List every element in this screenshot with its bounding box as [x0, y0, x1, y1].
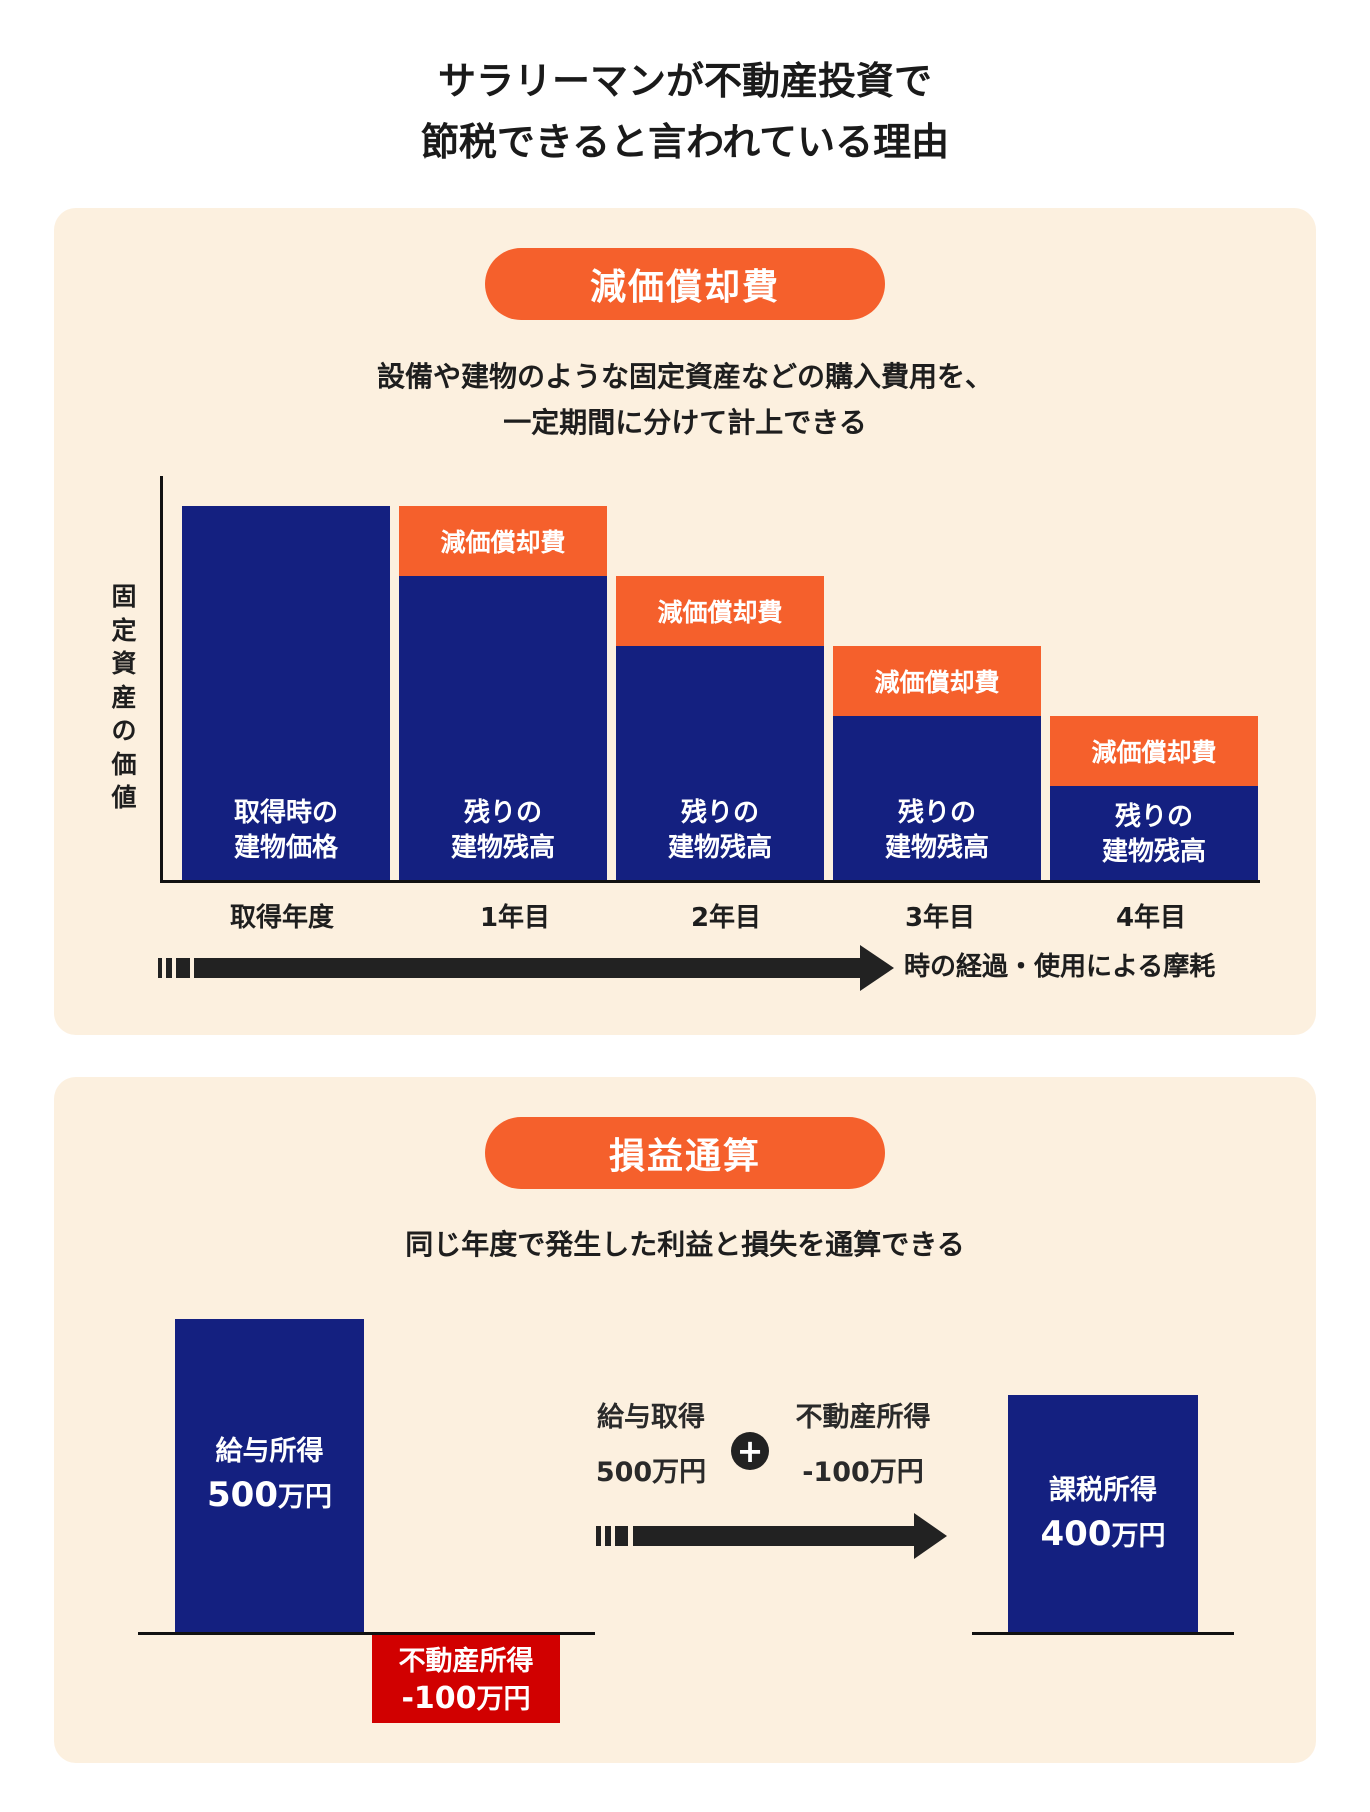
- bar-label-line2: 建物残高: [884, 833, 989, 863]
- taxable-income-label: 課税所得: [1049, 1475, 1157, 1506]
- real-estate-loss-amount: -100万円: [372, 1684, 560, 1714]
- y-axis-char: 定: [111, 615, 137, 645]
- bar-label-line1: 残りの: [463, 798, 542, 828]
- y-axis-char: 固: [111, 582, 137, 611]
- bar-label-line1: 残りの: [680, 798, 759, 828]
- y-axis-char: 価: [111, 749, 137, 779]
- formula-left-amount: 500万円: [595, 1457, 707, 1488]
- formula-left-label: 給与取得: [597, 1402, 705, 1433]
- depreciation-block-year4: 減価償却費: [1050, 716, 1258, 786]
- bar-label-line2: 建物残高: [1101, 837, 1206, 867]
- real-estate-loss-box: 不動産所得 -100万円: [372, 1635, 560, 1723]
- bar-label: 残りの 建物残高: [399, 796, 607, 866]
- x-axis-line: [160, 880, 1260, 883]
- plus-icon: +: [731, 1432, 769, 1470]
- page-title-line2: 節税できると言われている理由: [420, 120, 950, 164]
- x-label-year2: 2年目: [690, 903, 762, 933]
- y-axis-char: 産: [111, 682, 137, 712]
- bar-acquisition: 取得時の 建物価格: [182, 506, 390, 880]
- bar-year4: 残りの 建物残高: [1050, 786, 1258, 880]
- taxable-income-bar: 課税所得 400万円: [1008, 1395, 1198, 1632]
- formula-right-label: 不動産所得: [795, 1402, 931, 1433]
- bar-label-line1: 残りの: [897, 798, 976, 828]
- amount-number: 400: [1040, 1514, 1112, 1554]
- amount-unit: 万円: [476, 1684, 531, 1715]
- bar-label-line1: 残りの: [1114, 802, 1193, 832]
- arrow-head-icon: [914, 1513, 947, 1559]
- x-label-year4: 4年目: [1115, 903, 1187, 933]
- arrow-head-icon: [860, 945, 894, 991]
- bar-label-line1: 取得時の: [233, 798, 338, 828]
- bar-year2: 残りの 建物残高: [616, 646, 824, 880]
- bar-label: 残りの 建物残高: [616, 796, 824, 866]
- bar-label: 残りの 建物残高: [1050, 800, 1258, 870]
- x-label-acquisition: 取得年度: [229, 903, 334, 933]
- depreciation-block-year2: 減価償却費: [616, 576, 824, 646]
- salary-income-amount: 500万円: [175, 1478, 364, 1512]
- taxable-income-amount: 400万円: [1008, 1517, 1198, 1551]
- bar-label: 取得時の 建物価格: [182, 796, 390, 866]
- salary-income-label: 給与所得: [215, 1436, 324, 1467]
- depreciation-block-year1: 減価償却費: [399, 506, 607, 576]
- bar-label: 残りの 建物残高: [833, 796, 1041, 866]
- y-axis-label: 固 定 資 産 の 価 値: [108, 580, 140, 815]
- depreciation-subtitle-line2: 一定期間に分けて計上できる: [503, 406, 867, 439]
- amount-number: 500: [207, 1475, 278, 1515]
- loss-offset-subtitle: 同じ年度で発生した利益と損失を通算できる: [405, 1228, 965, 1261]
- real-estate-loss-label: 不動産所得: [398, 1646, 534, 1677]
- bar-label-line2: 建物価格: [233, 833, 338, 863]
- baseline-right: [972, 1632, 1234, 1635]
- y-axis-char: 資: [111, 649, 137, 678]
- baseline-left: [138, 1632, 595, 1635]
- depreciation-subtitle-line1: 設備や建物のような固定資産などの購入費用を、: [376, 360, 993, 393]
- amount-number: -100: [401, 1681, 477, 1716]
- bar-label-line2: 建物残高: [667, 833, 772, 863]
- depreciation-pill: 減価償却費: [485, 248, 885, 320]
- y-axis-char: の: [111, 716, 137, 745]
- amount-unit: 万円: [1111, 1521, 1166, 1552]
- bar-year1: 残りの 建物残高: [399, 576, 607, 880]
- formula-right-amount: -100万円: [802, 1457, 924, 1488]
- amount-unit: 万円: [277, 1482, 332, 1513]
- page-title-line1: サラリーマンが不動産投資で: [437, 59, 932, 103]
- depreciation-block-year3: 減価償却費: [833, 646, 1041, 716]
- x-label-year1: 1年目: [479, 903, 551, 933]
- x-label-year3: 3年目: [904, 903, 976, 933]
- y-axis-char: 値: [111, 783, 137, 812]
- y-axis-line: [160, 476, 163, 883]
- salary-income-bar: 給与所得 500万円: [175, 1319, 364, 1632]
- time-arrow-caption: 時の経過・使用による摩耗: [904, 952, 1216, 982]
- loss-offset-pill: 損益通算: [485, 1117, 885, 1189]
- bar-year3: 残りの 建物残高: [833, 716, 1041, 880]
- bar-label-line2: 建物残高: [450, 833, 555, 863]
